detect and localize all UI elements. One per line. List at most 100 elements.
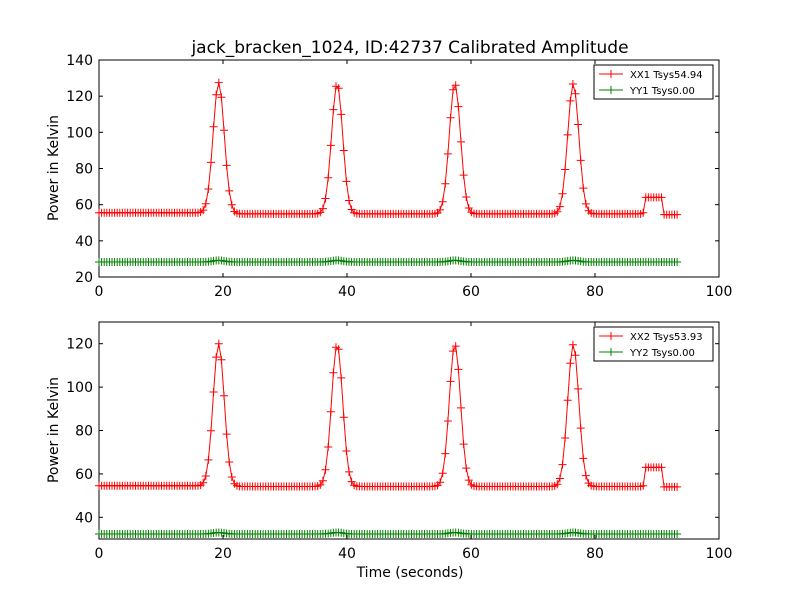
top-series-0-point xyxy=(553,207,562,216)
top-series-0-point xyxy=(566,96,575,105)
bottom-series-0-point xyxy=(459,440,468,449)
bottom-series-0-line xyxy=(99,343,678,488)
top-series-0-point xyxy=(334,84,343,93)
top-ytick-label: 100 xyxy=(66,125,93,141)
top-legend-xx1-marker xyxy=(607,70,615,78)
bottom-series-0-point xyxy=(345,467,353,476)
top-series-0-point xyxy=(579,184,588,193)
bottom-series-0-point xyxy=(318,476,327,485)
top-series-0-point xyxy=(318,204,327,213)
bottom-legend-xx2-label: XX2 Tsys53.93 xyxy=(630,332,703,343)
bottom-series-0-point xyxy=(553,480,562,489)
top-ylabel: Power in Kelvin xyxy=(46,115,62,221)
bottom-legend-box xyxy=(593,326,714,362)
top-series-0-point xyxy=(574,120,583,129)
top-series-0-point xyxy=(571,89,580,98)
bottom-legend-xx2-marker xyxy=(607,332,615,340)
top-series-0-point xyxy=(657,193,666,202)
top-ytick-label: 140 xyxy=(66,53,93,69)
top-series-0-point xyxy=(222,161,231,170)
bottom-series-0-point xyxy=(561,434,570,442)
bottom-xtick-label: 80 xyxy=(586,546,604,562)
top-series-0-line xyxy=(99,82,678,216)
bottom-ticks-layer: 0 20 40 60 80 100 40 60 80 100 120 xyxy=(66,322,732,562)
bottom-panel: 0 20 40 60 80 100 40 60 80 100 120 Power in Kelvin… xyxy=(46,321,732,581)
top-series-0-point xyxy=(321,194,330,203)
top-series-0-point xyxy=(563,130,572,139)
bottom-series-0-point xyxy=(555,474,564,483)
bottom-series-0-point xyxy=(576,424,585,433)
bottom-ytick-label: 60 xyxy=(75,467,93,483)
top-series-0-point xyxy=(227,200,236,209)
bottom-series-0-point xyxy=(657,463,666,472)
bottom-series-0-point xyxy=(342,447,351,455)
bottom-series-0-point xyxy=(457,403,465,412)
bottom-series-0-point xyxy=(225,458,234,466)
bottom-ytick-label: 100 xyxy=(66,380,93,396)
top-series-0-point xyxy=(438,197,447,206)
top-series-0-point xyxy=(555,202,564,211)
bottom-series-0-point xyxy=(568,340,577,349)
top-series-0-point xyxy=(220,126,228,135)
bottom-series-0-point xyxy=(339,413,348,422)
top-series-0-point xyxy=(436,205,445,214)
bottom-series-0-point xyxy=(441,449,450,458)
top-legend-xx1-label: XX1 Tsys54.94 xyxy=(630,70,703,81)
bottom-legend: XX2 Tsys53.93 YY2 Tsys0.00 xyxy=(593,326,714,362)
top-series-0-point xyxy=(446,113,455,122)
bottom-series-0-point xyxy=(639,481,648,490)
top-series-0-point xyxy=(329,105,338,114)
top-series-0-point xyxy=(217,93,226,102)
bottom-series-0-point xyxy=(337,373,346,382)
bottom-series-0-point xyxy=(454,365,463,374)
bottom-ylabel: Power in Kelvin xyxy=(46,377,62,483)
top-series-0-point xyxy=(462,193,471,201)
top-series-0-point xyxy=(337,110,346,119)
top-series-0-point xyxy=(345,196,353,205)
bottom-series-0-point xyxy=(558,460,567,469)
bottom-legend-yy2-label: YY2 Tsys0.00 xyxy=(629,348,695,359)
bottom-series-0-point xyxy=(199,478,208,487)
bottom-series-0-point xyxy=(462,464,471,473)
bottom-series-0-point xyxy=(443,417,452,425)
bottom-series-0-point xyxy=(446,377,455,386)
top-xtick-label: 40 xyxy=(338,284,356,300)
top-series-0-point xyxy=(568,80,577,88)
bottom-series-0-point xyxy=(581,471,590,480)
top-series-0-point xyxy=(443,149,452,158)
top-series-0-point xyxy=(199,206,208,215)
bottom-series-0-point xyxy=(214,339,223,348)
top-legend-yy1-label: YY1 Tsys0.00 xyxy=(629,86,695,97)
bottom-series-0-point xyxy=(316,480,325,489)
bottom-series-0-point xyxy=(204,455,213,464)
top-series-layer xyxy=(95,78,682,266)
top-legend-yy1-marker xyxy=(607,86,615,94)
bottom-series-0-point xyxy=(566,359,575,368)
bottom-xtick-label: 60 xyxy=(462,546,480,562)
top-series-0-point xyxy=(326,141,335,150)
bottom-series-0-point xyxy=(212,353,221,362)
top-series-0-point xyxy=(449,85,458,94)
bottom-series-0-point xyxy=(451,342,460,351)
top-series-0-point xyxy=(639,208,648,217)
bottom-series-0-point xyxy=(329,368,338,377)
top-xtick-label: 100 xyxy=(706,284,733,300)
bottom-series-0-point xyxy=(217,355,226,364)
bottom-ytick-label: 120 xyxy=(66,337,93,353)
top-series-1-point xyxy=(673,258,682,266)
bottom-series-0-point xyxy=(673,482,682,491)
top-series-0-point xyxy=(581,199,590,208)
bottom-series-1-point xyxy=(673,530,682,538)
bottom-xtick-label: 40 xyxy=(338,546,356,562)
top-series-0-point xyxy=(457,137,465,146)
top-ytick-label: 20 xyxy=(75,270,93,286)
top-series-0-point xyxy=(454,102,463,111)
bottom-series-0-point xyxy=(326,407,335,416)
bottom-series-0-point xyxy=(574,384,583,393)
top-series-0-point xyxy=(561,165,570,174)
bottom-series-0-point xyxy=(227,473,236,481)
bottom-series-0-point xyxy=(324,443,333,451)
